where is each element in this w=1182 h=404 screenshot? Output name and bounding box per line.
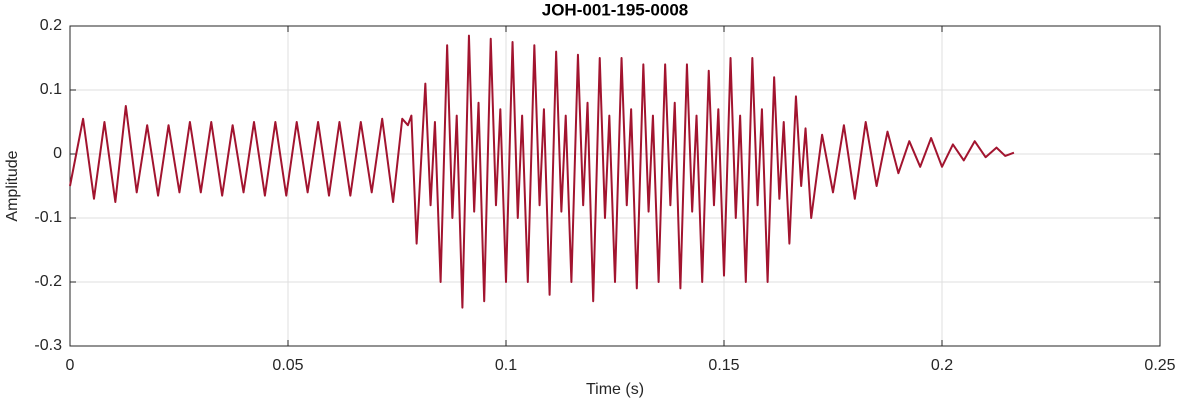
chart-title: JOH-001-195-0008: [542, 0, 688, 19]
y-tick-label: -0.3: [34, 337, 62, 354]
y-axis-label: Amplitude: [4, 150, 21, 221]
y-tick-label: -0.1: [34, 209, 62, 226]
x-tick-label: 0.15: [708, 357, 739, 374]
y-tick-label: 0: [53, 145, 62, 162]
x-tick-label: 0: [66, 357, 75, 374]
y-tick-label: 0.1: [40, 81, 62, 98]
signal-line: [69, 34, 1015, 309]
y-tick-label: 0.2: [40, 17, 62, 34]
x-axis-label: Time (s): [586, 381, 644, 398]
x-tick-label: 0.1: [495, 357, 517, 374]
x-tick-label: 0.05: [272, 357, 303, 374]
y-tick-label: -0.2: [34, 273, 62, 290]
x-tick-label: 0.2: [931, 357, 953, 374]
x-tick-label: 0.25: [1144, 357, 1175, 374]
